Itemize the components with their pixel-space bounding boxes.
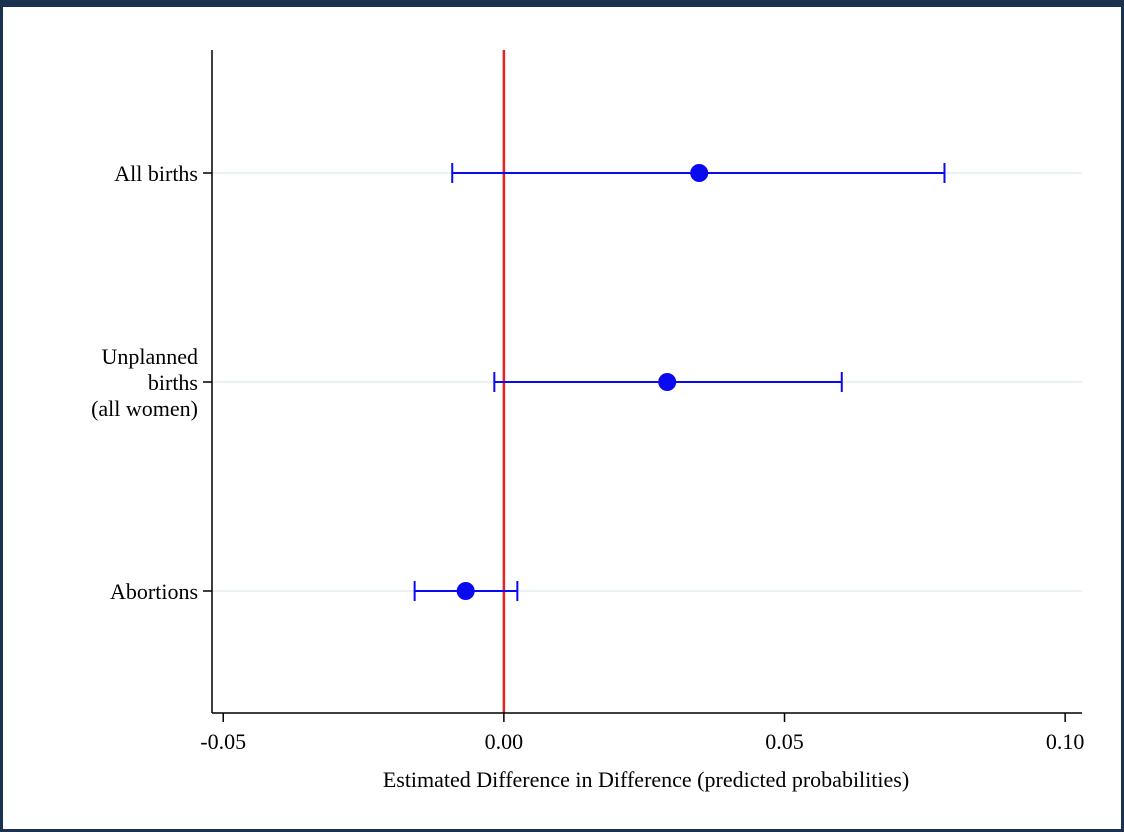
series-layer <box>413 163 946 601</box>
point-estimate <box>690 164 709 182</box>
labels-layer: -0.05 0.00 0.05 0.10 All births Unplanned birt… <box>91 161 1084 754</box>
category-label: Unplanned births (all women) <box>91 344 198 421</box>
x-tick-label: -0.05 <box>200 729 246 754</box>
category-label-line: Abortions <box>110 579 198 604</box>
category-label-line: Unplanned <box>101 344 198 369</box>
x-tick-label: 0.10 <box>1046 729 1085 754</box>
x-axis-title: Estimated Difference in Difference (pred… <box>383 767 909 792</box>
category-label-line: births <box>148 370 198 395</box>
category-label: Abortions <box>110 579 198 604</box>
category-label-line: (all women) <box>91 396 198 421</box>
x-tick-label: 0.05 <box>765 729 804 754</box>
axes <box>203 50 1082 722</box>
category-label-line: All births <box>114 161 198 186</box>
point-estimate <box>456 582 475 600</box>
x-tick-label: 0.00 <box>485 729 524 754</box>
category-label: All births <box>114 161 198 186</box>
point-estimate <box>658 373 677 391</box>
